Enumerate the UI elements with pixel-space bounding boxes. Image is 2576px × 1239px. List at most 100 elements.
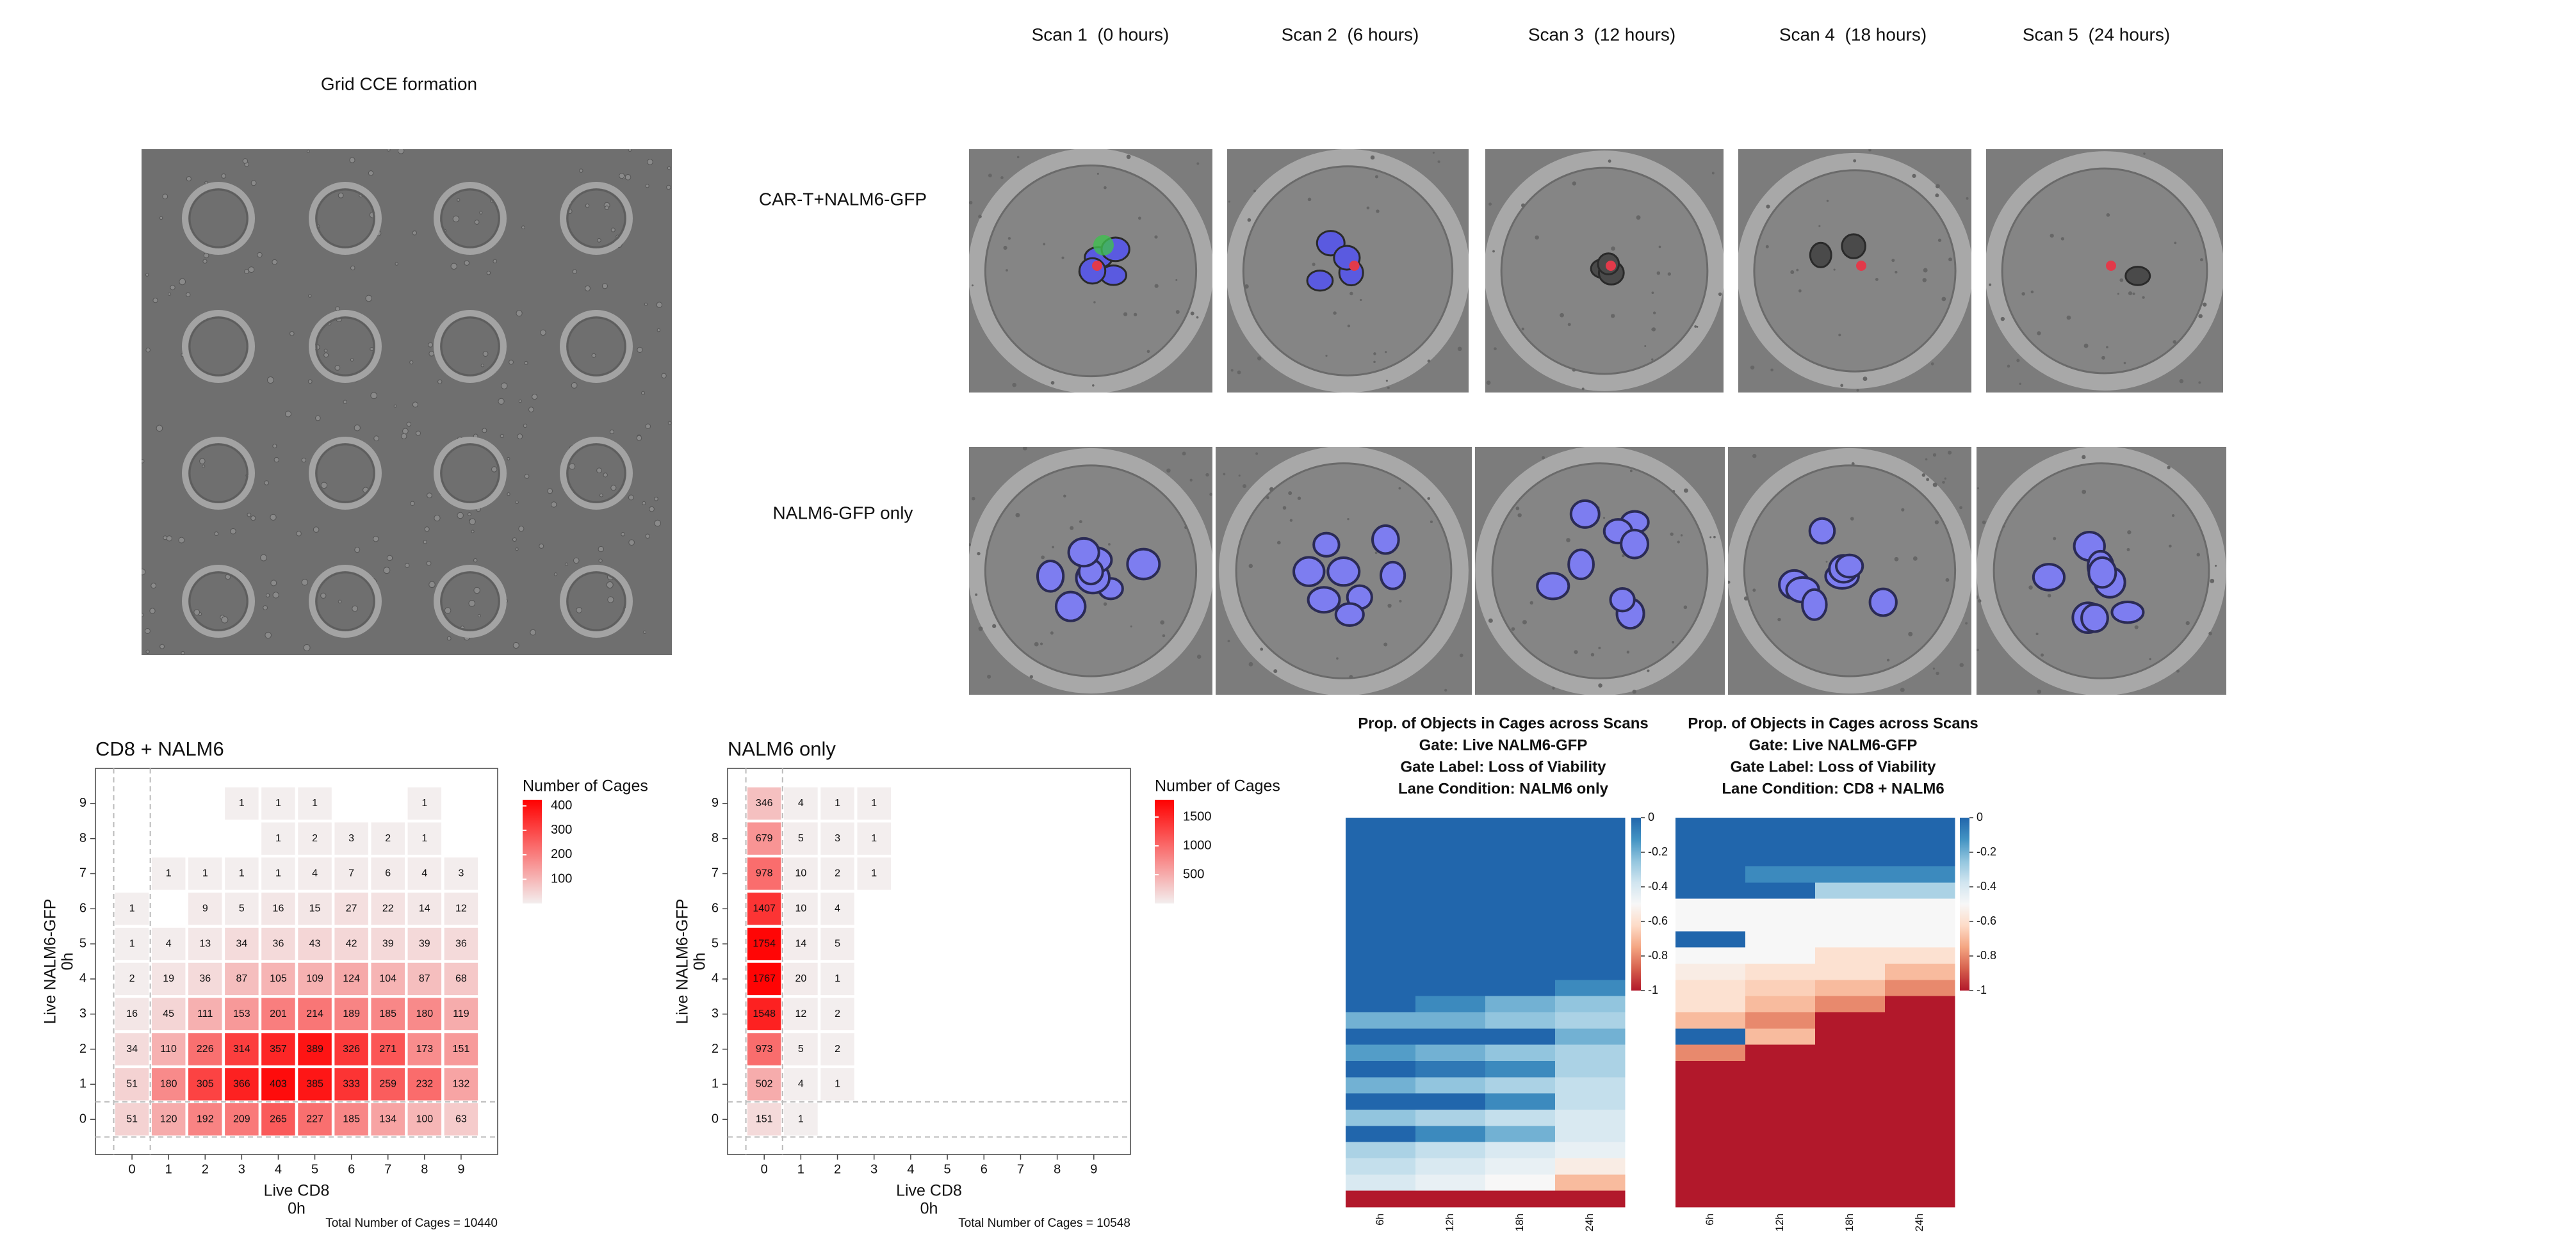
y-tick-label: 6 [79, 902, 86, 916]
debris [186, 293, 190, 296]
heat-cell [1885, 1126, 1955, 1142]
x-tick-label: 8 [421, 1162, 428, 1176]
heat-cell [1415, 818, 1486, 834]
heat-cell [1885, 1191, 1955, 1208]
cell-red [1092, 261, 1102, 271]
cell-label: 45 [163, 1008, 174, 1019]
heat-cell [1675, 899, 1746, 916]
debris [308, 380, 312, 384]
heat-cell [1415, 1174, 1486, 1191]
debris [1231, 369, 1234, 371]
heat-cell [1346, 1142, 1416, 1159]
cell-label: 1 [835, 1079, 840, 1090]
cell-label: 2 [312, 833, 318, 844]
heat-cell [1485, 1158, 1556, 1175]
debris [2028, 585, 2032, 589]
colorbar [1155, 800, 1174, 903]
heat-cell [1885, 996, 1955, 1013]
colorbar-label: 0 [1977, 811, 1983, 823]
cell [1842, 234, 1866, 258]
debris [1522, 620, 1527, 624]
debris [412, 402, 418, 407]
y-tick-label: 2 [79, 1042, 86, 1056]
debris [1744, 596, 1749, 601]
debris [1863, 377, 1868, 381]
cell [1307, 271, 1333, 291]
debris [405, 563, 409, 568]
cell-label: 346 [756, 798, 773, 809]
cell-label: 7 [348, 868, 354, 879]
debris [571, 382, 577, 388]
cell-label: 214 [306, 1008, 323, 1019]
debris [1255, 452, 1258, 455]
x-tick-label: 9 [457, 1162, 464, 1176]
cell-label: 1754 [753, 938, 776, 949]
y-tick-label: 0 [712, 1112, 719, 1126]
colorbar-label: 400 [551, 798, 572, 813]
debris [222, 617, 228, 623]
debris [646, 534, 650, 539]
cell-label: 2 [385, 833, 391, 844]
debris [516, 501, 518, 503]
debris [1777, 618, 1781, 621]
heat-cell [1815, 1061, 1886, 1078]
debris [1127, 155, 1131, 159]
cell-label: 3 [348, 833, 354, 844]
cell-blue [1373, 526, 1399, 554]
debris [548, 489, 553, 494]
microscopy-image [1727, 447, 1971, 695]
heat-cell [1815, 948, 1886, 964]
debris [1427, 497, 1430, 500]
debris [988, 174, 992, 177]
heat-cell [1885, 866, 1955, 883]
y-tick-label: 1 [79, 1077, 86, 1091]
debris [551, 502, 557, 507]
heat-cell [1346, 1061, 1416, 1078]
heat-cell [1346, 1126, 1416, 1142]
debris [1923, 268, 1928, 273]
debris [350, 158, 355, 163]
cell-red [2106, 261, 2116, 271]
debris [611, 485, 616, 490]
heat-cell [1885, 1174, 1955, 1191]
cell-label: 100 [416, 1113, 433, 1124]
debris [423, 540, 427, 544]
cell-label: 19 [163, 973, 174, 984]
debris [649, 506, 655, 512]
debris [351, 266, 355, 270]
cell-label: 4 [798, 1079, 804, 1090]
x-tick-label: 7 [384, 1162, 391, 1176]
debris [1796, 269, 1798, 271]
debris [619, 174, 624, 179]
cell-label: 151 [453, 1044, 470, 1055]
heat-cell [1815, 1094, 1886, 1110]
debris [480, 211, 482, 214]
x-tick-label: 9 [1090, 1162, 1097, 1176]
heat-cell [1346, 899, 1416, 916]
debris [1147, 350, 1150, 353]
debris [2172, 514, 2174, 517]
debris [1827, 200, 1829, 202]
debris [529, 407, 534, 412]
debris [992, 624, 996, 628]
heat-cell [1346, 882, 1416, 899]
debris [2174, 241, 2176, 244]
debris [316, 416, 321, 421]
cell-label: 34 [126, 1044, 138, 1055]
debris [257, 252, 262, 257]
debris [2128, 291, 2132, 295]
heat-cell [1815, 899, 1886, 916]
debris [324, 353, 329, 357]
heat-cell [1885, 882, 1955, 899]
debris [429, 352, 434, 357]
debris [975, 594, 977, 596]
debris [1933, 483, 1937, 487]
debris [1097, 173, 1099, 175]
debris [321, 482, 327, 489]
debris [2050, 234, 2054, 238]
debris [1373, 352, 1376, 355]
debris [427, 493, 432, 498]
chart-title: Lane Condition: NALM6 only [1398, 780, 1609, 797]
debris [170, 285, 175, 289]
heat-cell [1415, 996, 1486, 1013]
